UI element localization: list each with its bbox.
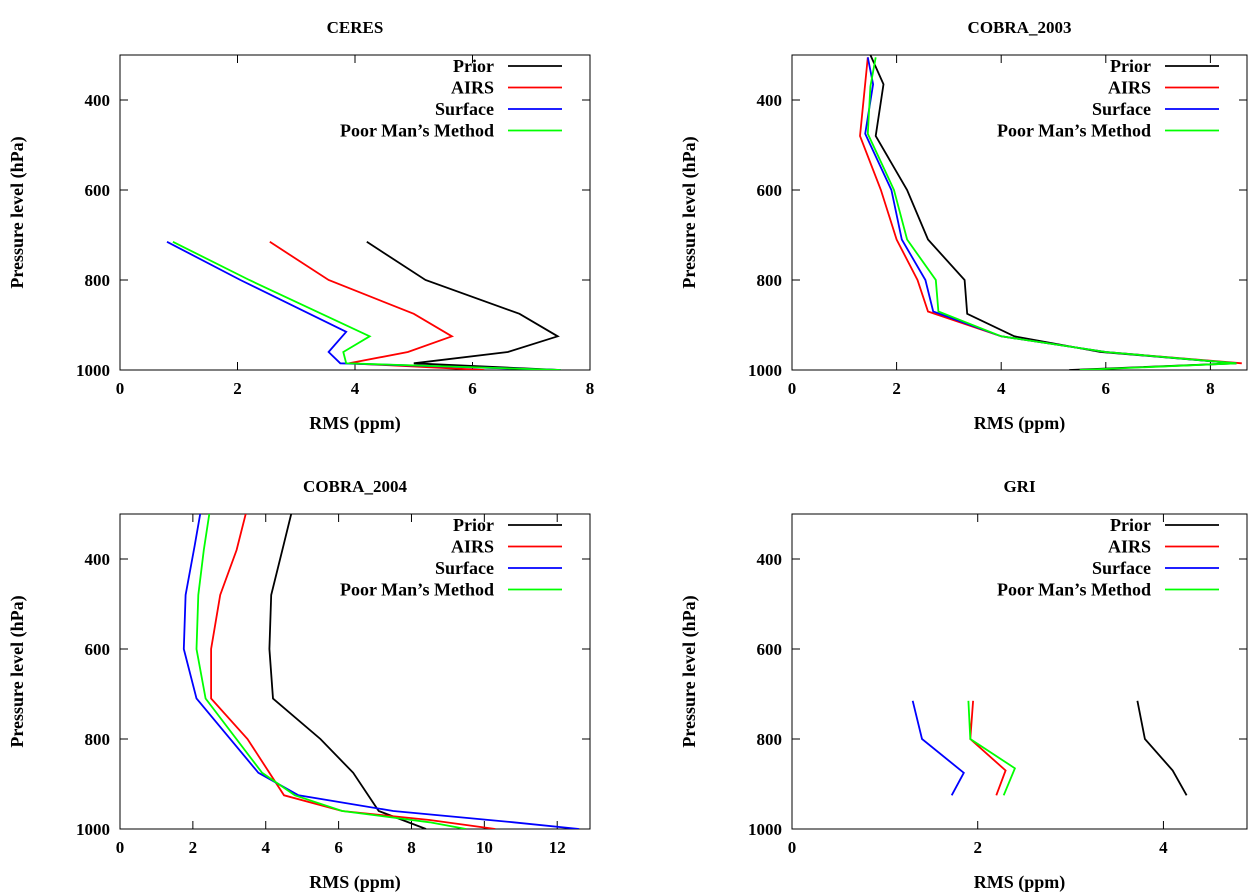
- x-tick-label: 4: [1159, 838, 1168, 857]
- x-tick-label: 10: [476, 838, 493, 857]
- series-line: [864, 57, 1237, 365]
- y-axis-label: Pressure level (hPa): [679, 136, 700, 288]
- x-tick-label: 6: [1102, 379, 1111, 398]
- legend-label: Poor Man’s Method: [340, 121, 494, 141]
- series-line: [967, 700, 1017, 796]
- y-tick-label: 1000: [76, 361, 110, 380]
- x-tick-label: 4: [997, 379, 1006, 398]
- x-tick-label: 2: [233, 379, 242, 398]
- legend-label: Poor Man’s Method: [997, 580, 1151, 600]
- x-axis-label: RMS (ppm): [974, 413, 1066, 434]
- plot-frame: [791, 513, 1248, 830]
- chart-panel: GRI 0 2 4 400 600 800 1000 RMS (ppm) Pressure lev…: [679, 477, 1248, 893]
- legend-label: Prior: [453, 56, 494, 76]
- series-line: [182, 514, 580, 829]
- series-line: [859, 57, 1242, 365]
- x-axis-label: RMS (ppm): [974, 872, 1066, 893]
- plot-frame: [791, 54, 1248, 371]
- legend-label: Poor Man’s Method: [340, 580, 494, 600]
- series-line: [166, 241, 561, 370]
- chart-panel: CERES 0 2 4 6 8 400 600 800 1000 RMS (ppm) Pressure…: [7, 18, 594, 434]
- y-tick-label: 800: [85, 271, 111, 290]
- series-line: [269, 241, 485, 370]
- legend-label: Prior: [453, 515, 494, 535]
- y-tick-label: 600: [757, 181, 783, 200]
- x-tick-label: 2: [892, 379, 901, 398]
- y-tick-label: 600: [85, 181, 111, 200]
- x-axis-label: RMS (ppm): [309, 872, 401, 893]
- series-line: [172, 240, 561, 370]
- legend-label: AIRS: [451, 537, 494, 557]
- chart-panel: COBRA_2003 0 2 4 6 8 400 600 800 1000 RMS (ppm) Pre…: [679, 18, 1248, 434]
- chart-title: GRI: [1003, 477, 1036, 496]
- x-tick-label: 0: [788, 379, 797, 398]
- x-tick-label: 6: [334, 838, 343, 857]
- plot-frame: [119, 54, 591, 371]
- legend-label: Prior: [1110, 515, 1151, 535]
- series-line: [268, 514, 427, 829]
- plot-frame: [119, 513, 591, 830]
- legend-label: Surface: [435, 558, 494, 578]
- y-tick-label: 800: [757, 271, 783, 290]
- legend-label: AIRS: [1108, 537, 1151, 557]
- y-tick-label: 800: [85, 730, 111, 749]
- legend-label: Poor Man’s Method: [997, 121, 1151, 141]
- y-tick-label: 1000: [748, 820, 782, 839]
- y-axis-label: Pressure level (hPa): [7, 136, 28, 288]
- legend-label: Surface: [1092, 99, 1151, 119]
- x-tick-label: 8: [586, 379, 595, 398]
- series-line: [210, 514, 496, 829]
- series-line: [969, 700, 1007, 796]
- legend-label: Prior: [1110, 56, 1151, 76]
- x-tick-label: 2: [189, 838, 198, 857]
- legend-label: AIRS: [1108, 78, 1151, 98]
- chart-title: COBRA_2003: [968, 18, 1072, 37]
- x-tick-label: 6: [468, 379, 477, 398]
- x-tick-label: 0: [788, 838, 797, 857]
- y-tick-label: 600: [85, 640, 111, 659]
- legend-label: Surface: [1092, 558, 1151, 578]
- y-tick-label: 400: [85, 91, 111, 110]
- series-line: [1136, 700, 1188, 796]
- y-tick-label: 800: [757, 730, 783, 749]
- y-tick-label: 1000: [748, 361, 782, 380]
- legend-label: Surface: [435, 99, 494, 119]
- y-tick-label: 1000: [76, 820, 110, 839]
- y-tick-label: 400: [757, 91, 783, 110]
- legend-label: AIRS: [451, 78, 494, 98]
- series-line: [866, 57, 1237, 370]
- chart-title: CERES: [327, 18, 384, 37]
- y-tick-label: 400: [85, 550, 111, 569]
- series-line: [195, 514, 467, 829]
- y-axis-label: Pressure level (hPa): [7, 595, 28, 747]
- x-tick-label: 12: [549, 838, 566, 857]
- y-tick-label: 600: [757, 640, 783, 659]
- x-tick-label: 0: [116, 838, 125, 857]
- chart-title: COBRA_2004: [303, 477, 407, 496]
- chart-panel: COBRA_2004 0 2 4 6 8 10 12 400 600 800 1000 RMS (ppm…: [7, 477, 591, 893]
- x-tick-label: 4: [261, 838, 270, 857]
- x-tick-label: 2: [973, 838, 982, 857]
- x-tick-label: 0: [116, 379, 125, 398]
- x-tick-label: 4: [351, 379, 360, 398]
- x-axis-label: RMS (ppm): [309, 413, 401, 434]
- series-line: [911, 700, 965, 796]
- series-line: [869, 55, 1237, 370]
- series-line: [366, 241, 561, 370]
- x-tick-label: 8: [1206, 379, 1215, 398]
- y-axis-label: Pressure level (hPa): [679, 595, 700, 747]
- y-tick-label: 400: [757, 550, 783, 569]
- x-tick-label: 8: [407, 838, 416, 857]
